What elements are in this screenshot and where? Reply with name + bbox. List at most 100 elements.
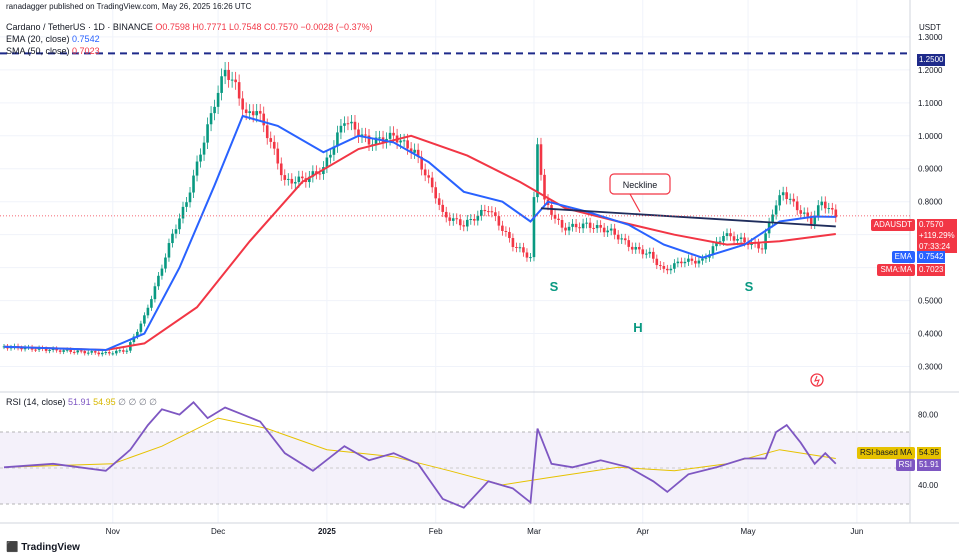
candle-body — [599, 225, 602, 228]
candle-body — [273, 142, 276, 149]
neckline-callout[interactable]: Neckline — [610, 174, 670, 212]
price-tick-label: 0.8000 — [918, 198, 943, 207]
candle-body — [326, 158, 329, 168]
candle-body — [491, 211, 494, 212]
symbol-price-tag: ADAUSDT — [871, 219, 915, 231]
candle-body — [399, 141, 402, 143]
sma-legend-value: 0.7023 — [72, 46, 100, 56]
candle-body — [343, 123, 346, 126]
candle-body — [175, 229, 178, 233]
candle-body — [782, 192, 785, 195]
candle-body — [83, 351, 86, 353]
rsi-legend[interactable]: RSI (14, close) 51.91 54.95 ∅ ∅ ∅ ∅ — [6, 397, 157, 408]
candle-body — [403, 140, 406, 141]
currency-label[interactable]: USDT — [919, 23, 941, 32]
candle-body — [663, 266, 666, 269]
candle-body — [108, 352, 111, 353]
candle-body — [670, 269, 673, 270]
candle-body — [627, 240, 630, 247]
tradingview-logo-text: TradingView — [21, 542, 80, 553]
candle-body — [519, 247, 522, 248]
candle-body — [94, 351, 97, 352]
candle-body — [796, 201, 799, 210]
ema-legend-value: 0.7542 — [72, 34, 100, 44]
candle-body — [575, 224, 578, 227]
candle-body — [691, 259, 694, 261]
sma-legend[interactable]: SMA (50, close) 0.7023 — [6, 46, 100, 56]
candle-body — [234, 80, 237, 83]
candle-body — [536, 144, 539, 197]
indicator-lines — [4, 116, 836, 350]
price-tick-label: 0.3000 — [918, 363, 943, 372]
candle-body — [477, 216, 480, 221]
candle-body — [154, 286, 157, 299]
candle-body — [641, 249, 644, 254]
candle-body — [726, 233, 729, 236]
candle-body — [90, 351, 93, 353]
candle-body — [119, 350, 122, 351]
candle-body — [283, 175, 286, 180]
candle-body — [262, 114, 265, 126]
candle-body — [378, 137, 381, 138]
candle-body — [824, 202, 827, 209]
candle-body — [427, 175, 430, 177]
neckline-line[interactable] — [541, 208, 836, 226]
candle-body — [227, 70, 230, 80]
symbol-name[interactable]: Cardano / TetherUS · 1D · BINANCE — [6, 22, 153, 32]
candle-body — [733, 236, 736, 240]
candle-body — [656, 259, 659, 265]
price-tick-label: 0.4000 — [918, 330, 943, 339]
candle-body — [631, 247, 634, 250]
candle-body — [677, 262, 680, 264]
alert-clock-icon[interactable] — [811, 374, 823, 386]
neckline-label: Neckline — [623, 180, 658, 190]
tradingview-logo-icon: ⬛ — [6, 542, 18, 553]
candle-body — [347, 123, 350, 124]
candle-body — [550, 205, 553, 215]
rsi-legend-label: RSI (14, close) — [6, 397, 66, 407]
tradingview-logo[interactable]: ⬛ TradingView — [6, 542, 80, 553]
candle-body — [140, 324, 143, 332]
candle-body — [126, 351, 129, 352]
ema-legend[interactable]: EMA (20, close) 0.7542 — [6, 34, 100, 44]
resistance-price-tag: 1.2500 — [917, 54, 945, 66]
candle-body — [722, 236, 725, 241]
candle-body — [210, 113, 213, 124]
candle-body — [775, 205, 778, 214]
candle-body — [448, 217, 451, 220]
candle-body — [213, 107, 216, 113]
rsima-value-tag: 54.95 — [917, 447, 941, 459]
candle-body — [441, 205, 444, 212]
candle-body — [620, 238, 623, 239]
time-tick-label: Apr — [637, 527, 650, 536]
candle-body — [434, 187, 437, 198]
candle-body — [424, 169, 427, 175]
candle-body — [364, 134, 367, 135]
candle-body — [269, 138, 272, 142]
time-tick-label: 2025 — [318, 527, 336, 536]
candle-body — [224, 70, 227, 76]
candle-body — [526, 252, 529, 257]
candle-body — [512, 238, 515, 247]
last-price-tag: 0.7570 +119.29% 07:33:24 — [917, 219, 957, 253]
head-label: H — [633, 320, 642, 335]
price-tick-label: 1.3000 — [918, 33, 943, 42]
candle-body — [389, 133, 392, 139]
candle-body — [831, 208, 834, 209]
candle-body — [571, 224, 574, 227]
candle-body — [354, 122, 357, 130]
candle-body — [48, 350, 51, 351]
candle-body — [505, 231, 508, 232]
neckline-callout-pointer — [630, 194, 640, 212]
candle-body — [392, 133, 395, 136]
time-tick-label: May — [740, 527, 755, 536]
candle-body — [168, 243, 171, 257]
price-tick-label: 1.0000 — [918, 132, 943, 141]
candle-body — [792, 199, 795, 202]
candle-body — [438, 198, 441, 205]
rsima-tag: RSI-based MA — [857, 447, 915, 459]
candle-body — [241, 98, 244, 109]
candle-body — [157, 276, 160, 286]
candle-body — [659, 265, 662, 266]
